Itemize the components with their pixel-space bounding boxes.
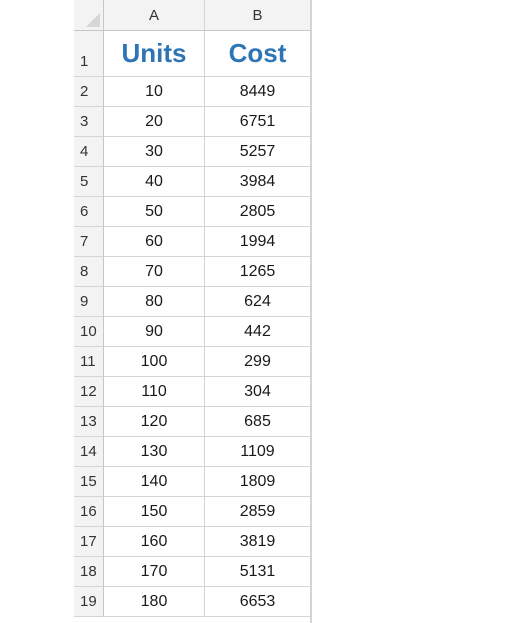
select-all-triangle-icon (86, 13, 100, 27)
row-header[interactable]: 13 (74, 407, 104, 437)
cost-cell[interactable]: 8449 (205, 77, 310, 107)
cost-cell[interactable]: 2805 (205, 197, 310, 227)
table-row: 18 170 5131 (74, 557, 310, 587)
table-row: 10 90 442 (74, 317, 310, 347)
cost-cell[interactable]: 442 (205, 317, 310, 347)
units-cell[interactable]: 150 (104, 497, 205, 527)
cost-header-cell[interactable]: Cost (205, 31, 310, 77)
row-header[interactable]: 10 (74, 317, 104, 347)
cost-cell[interactable]: 3819 (205, 527, 310, 557)
row-header[interactable]: 19 (74, 587, 104, 617)
column-header-b[interactable]: B (205, 0, 310, 31)
cost-cell[interactable]: 6653 (205, 587, 310, 617)
units-cell[interactable]: 100 (104, 347, 205, 377)
cost-cell[interactable]: 1809 (205, 467, 310, 497)
units-cell[interactable]: 140 (104, 467, 205, 497)
table-row: 7 60 1994 (74, 227, 310, 257)
cost-cell[interactable]: 1994 (205, 227, 310, 257)
units-cell[interactable]: 70 (104, 257, 205, 287)
table-row: 19 180 6653 (74, 587, 310, 617)
row-header[interactable]: 9 (74, 287, 104, 317)
table-row: 12 110 304 (74, 377, 310, 407)
table-row: 8 70 1265 (74, 257, 310, 287)
cost-cell[interactable]: 5131 (205, 557, 310, 587)
units-cell[interactable]: 30 (104, 137, 205, 167)
cost-cell[interactable]: 624 (205, 287, 310, 317)
row-header[interactable]: 3 (74, 107, 104, 137)
cost-cell[interactable]: 3984 (205, 167, 310, 197)
table-row: 5 40 3984 (74, 167, 310, 197)
column-header-row: A B (74, 0, 310, 31)
table-row: 3 20 6751 (74, 107, 310, 137)
cost-cell[interactable]: 304 (205, 377, 310, 407)
table-row: 13 120 685 (74, 407, 310, 437)
row-header[interactable]: 5 (74, 167, 104, 197)
units-cell[interactable]: 130 (104, 437, 205, 467)
units-cell[interactable]: 120 (104, 407, 205, 437)
units-cell[interactable]: 40 (104, 167, 205, 197)
units-cell[interactable]: 110 (104, 377, 205, 407)
cost-cell[interactable]: 6751 (205, 107, 310, 137)
row-header[interactable]: 16 (74, 497, 104, 527)
units-header-cell[interactable]: Units (104, 31, 205, 77)
units-cell[interactable]: 10 (104, 77, 205, 107)
row-header[interactable]: 15 (74, 467, 104, 497)
cost-cell[interactable]: 1109 (205, 437, 310, 467)
table-row: 17 160 3819 (74, 527, 310, 557)
row-header[interactable]: 8 (74, 257, 104, 287)
spreadsheet-grid: A B 1 Units Cost 2 10 8449 3 20 6751 4 30 5257 5 4… (74, 0, 312, 623)
row-header[interactable]: 1 (74, 31, 104, 77)
units-cell[interactable]: 80 (104, 287, 205, 317)
units-cell[interactable]: 180 (104, 587, 205, 617)
units-cell[interactable]: 60 (104, 227, 205, 257)
row-header[interactable]: 14 (74, 437, 104, 467)
cost-cell[interactable]: 5257 (205, 137, 310, 167)
row-header[interactable]: 6 (74, 197, 104, 227)
cost-cell[interactable]: 685 (205, 407, 310, 437)
row-header[interactable]: 17 (74, 527, 104, 557)
units-cell[interactable]: 20 (104, 107, 205, 137)
table-row: 11 100 299 (74, 347, 310, 377)
table-row: 16 150 2859 (74, 497, 310, 527)
cost-cell[interactable]: 1265 (205, 257, 310, 287)
row-header[interactable]: 2 (74, 77, 104, 107)
data-rows: 2 10 8449 3 20 6751 4 30 5257 5 40 3984 6 50 2805 7 60 19… (74, 77, 310, 617)
row-header[interactable]: 18 (74, 557, 104, 587)
units-cell[interactable]: 160 (104, 527, 205, 557)
table-row: 9 80 624 (74, 287, 310, 317)
units-cell[interactable]: 90 (104, 317, 205, 347)
table-row: 14 130 1109 (74, 437, 310, 467)
table-row: 15 140 1809 (74, 467, 310, 497)
column-header-a[interactable]: A (104, 0, 205, 31)
table-row: 2 10 8449 (74, 77, 310, 107)
row-header[interactable]: 12 (74, 377, 104, 407)
row-header[interactable]: 7 (74, 227, 104, 257)
table-row: 6 50 2805 (74, 197, 310, 227)
cost-cell[interactable]: 299 (205, 347, 310, 377)
row-header[interactable]: 11 (74, 347, 104, 377)
table-header-row: 1 Units Cost (74, 31, 310, 77)
units-cell[interactable]: 170 (104, 557, 205, 587)
table-row: 4 30 5257 (74, 137, 310, 167)
units-cell[interactable]: 50 (104, 197, 205, 227)
row-header[interactable]: 4 (74, 137, 104, 167)
select-all-corner[interactable] (74, 0, 104, 31)
cost-cell[interactable]: 2859 (205, 497, 310, 527)
